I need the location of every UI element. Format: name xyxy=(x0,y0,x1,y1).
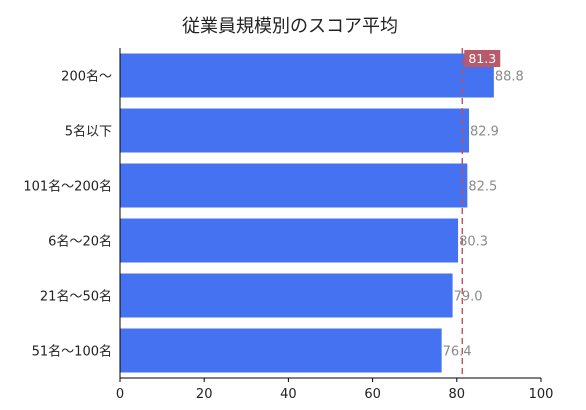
bar xyxy=(120,218,459,263)
category-label: 5名以下 xyxy=(65,124,112,140)
category-label: 51名〜100名 xyxy=(32,344,112,360)
category-labels: 200名〜 5名以下 101名〜200名 6名〜20名 21名〜50名 51名〜100名 xyxy=(23,69,112,360)
bar xyxy=(120,273,453,318)
x-tick-label: 100 xyxy=(529,387,554,402)
x-tick-label: 80 xyxy=(449,387,466,402)
data-label: 80.3 xyxy=(459,235,488,250)
data-label: 76.4 xyxy=(443,345,472,360)
bar xyxy=(120,328,442,373)
category-label: 6名〜20名 xyxy=(48,234,112,250)
bar xyxy=(120,53,494,98)
data-label: 82.5 xyxy=(468,180,497,195)
x-tick-label: 0 xyxy=(116,387,124,402)
chart-title: 従業員規模別のスコア平均 xyxy=(182,16,398,37)
bar xyxy=(120,108,470,153)
category-label: 21名〜50名 xyxy=(40,289,112,305)
data-label: 79.0 xyxy=(454,290,483,305)
bar xyxy=(120,163,468,208)
x-tick-label: 60 xyxy=(364,387,381,402)
bars-layer xyxy=(120,53,494,373)
value-labels: 88.8 82.9 82.5 80.3 79.0 76.4 xyxy=(443,70,524,360)
data-label: 82.9 xyxy=(470,125,499,140)
data-label: 88.8 xyxy=(495,70,524,85)
reference-line-layer: 81.3 xyxy=(461,48,501,378)
axes: 0 20 40 60 80 100 xyxy=(116,48,554,402)
x-tick-label: 20 xyxy=(196,387,213,402)
reference-label: 81.3 xyxy=(468,51,496,66)
category-label: 101名〜200名 xyxy=(23,179,112,195)
x-tick-label: 40 xyxy=(280,387,297,402)
reference-label-background xyxy=(464,50,501,67)
category-label: 200名〜 xyxy=(61,69,112,85)
